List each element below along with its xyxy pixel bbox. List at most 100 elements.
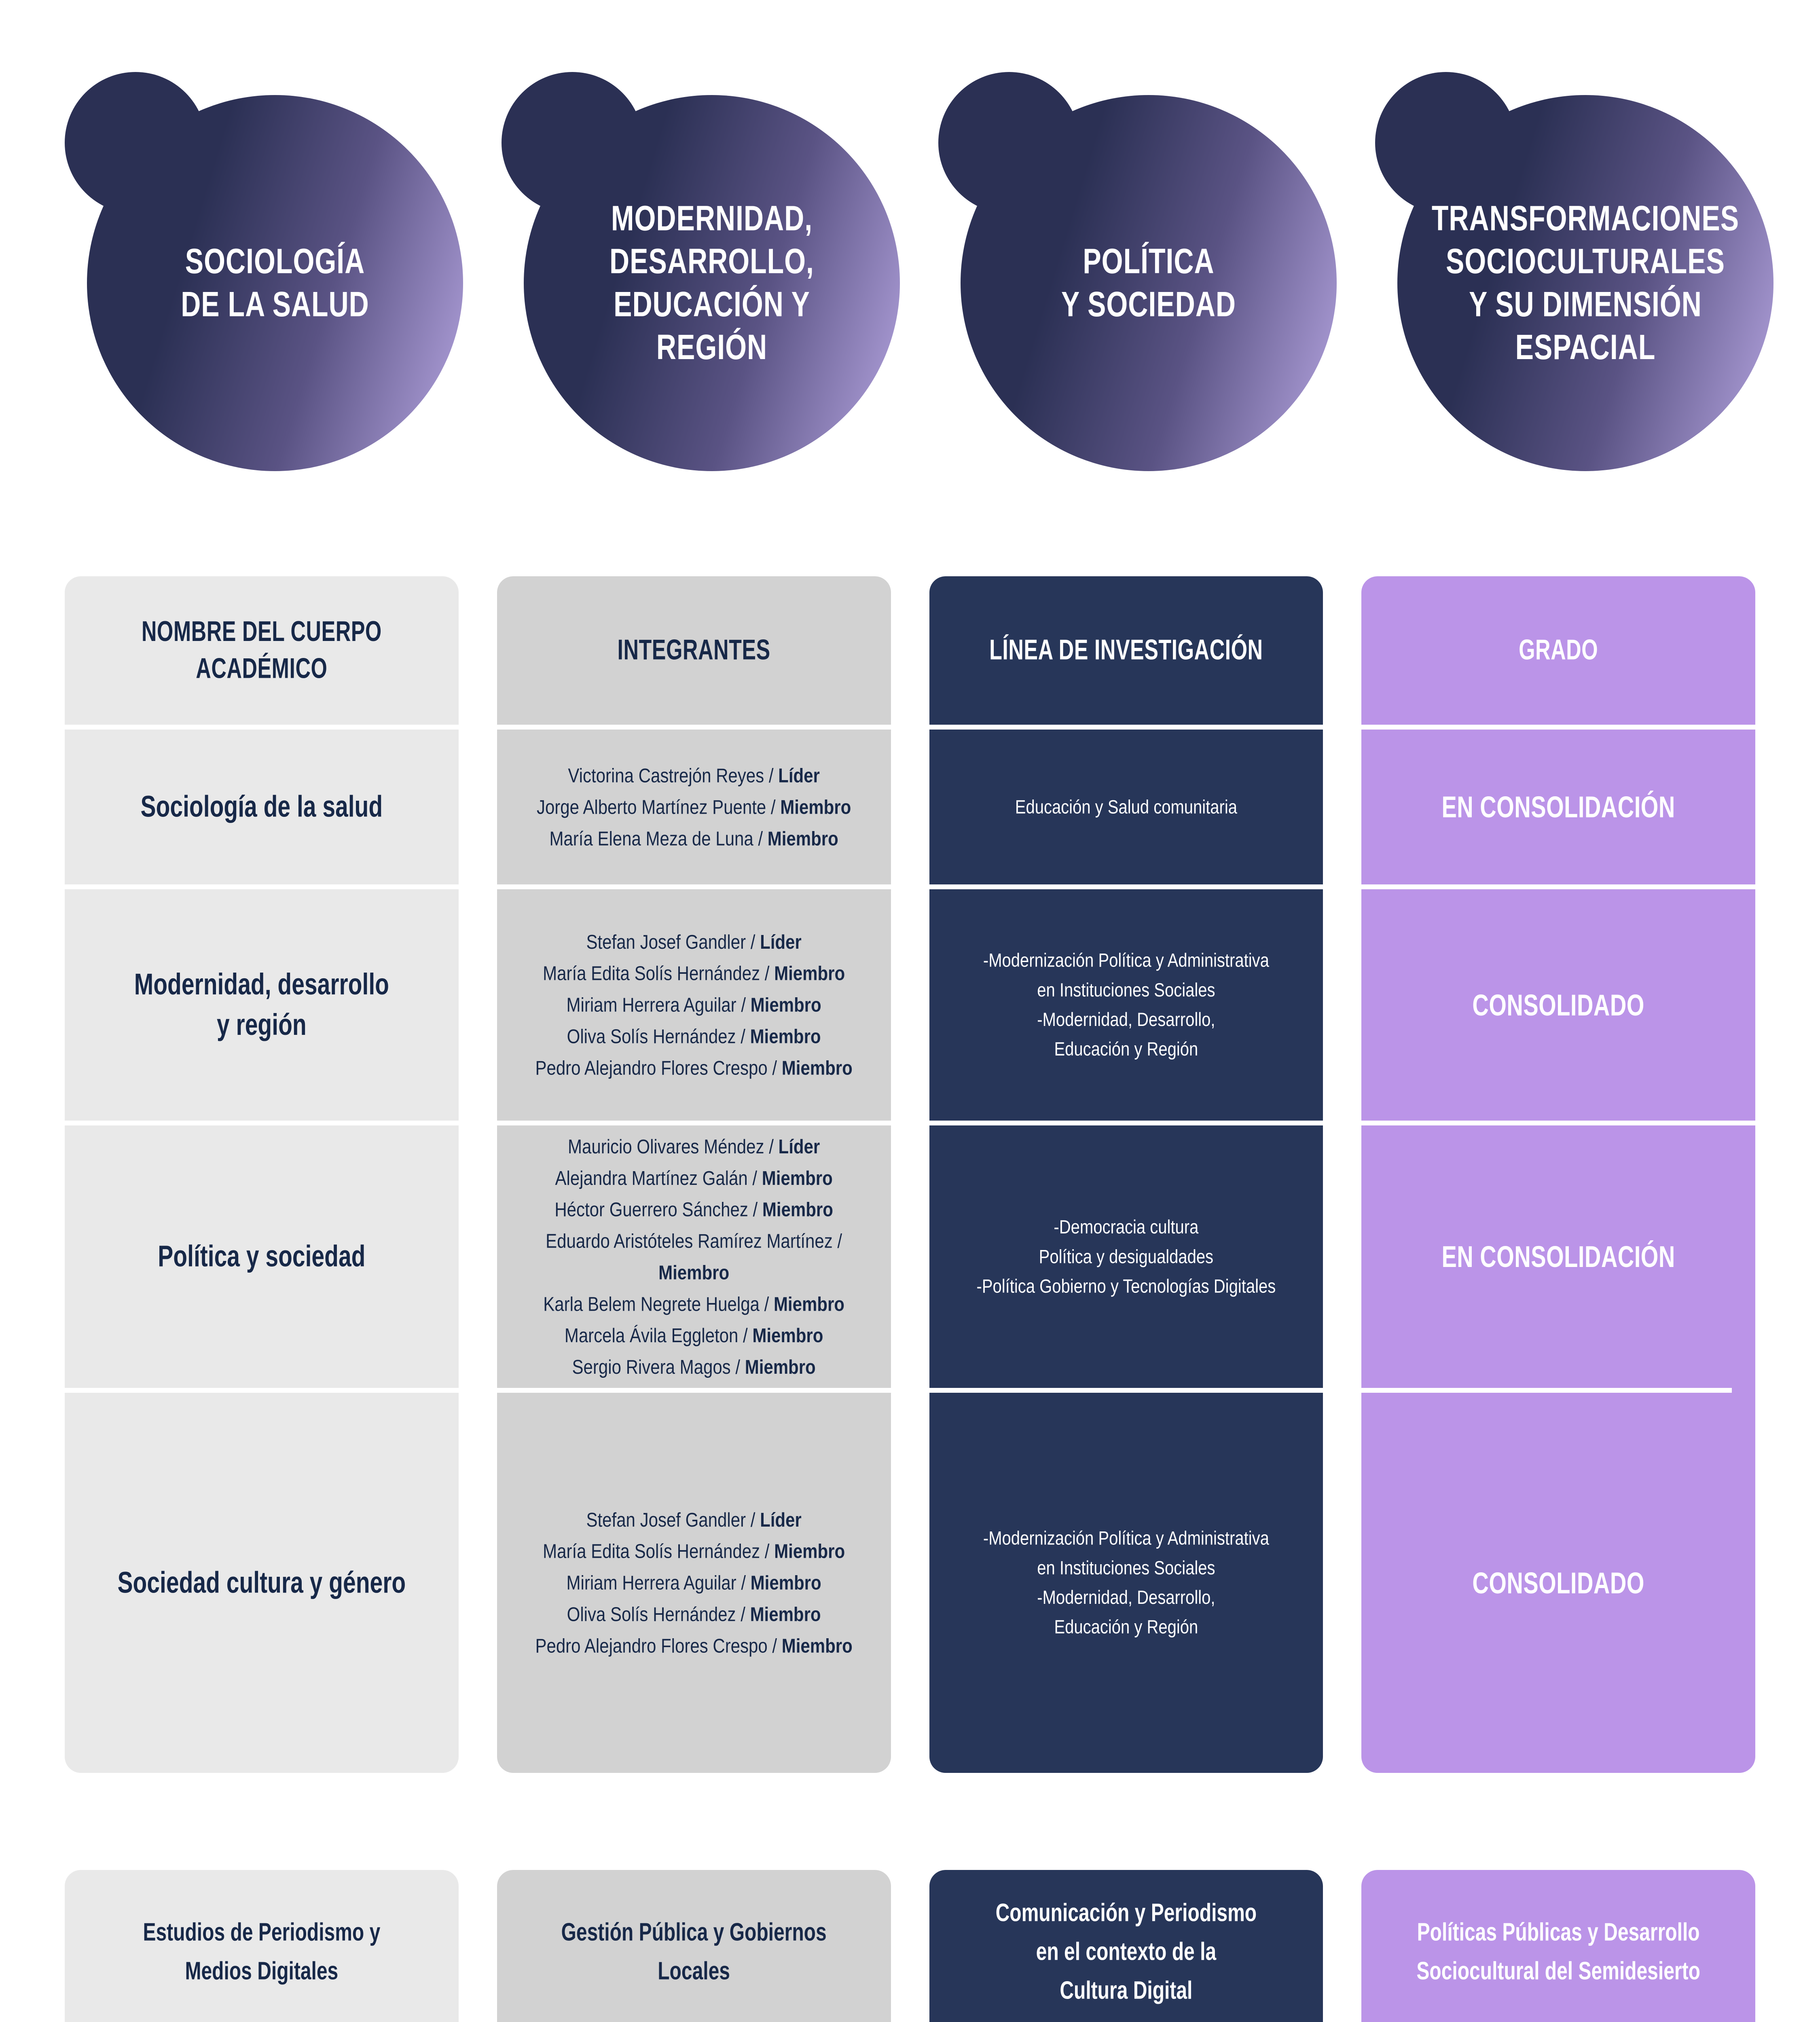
row-grade-cell: CONSOLIDADO	[1361, 889, 1755, 1121]
member-separator: /	[736, 1025, 750, 1048]
bubble-big-circle: TRANSFORMACIONES SOCIOCULTURALES Y SU DI…	[1397, 95, 1773, 471]
row-grade-cell: CONSOLIDADO	[1361, 1388, 1755, 1773]
body-name: Política y sociedad	[158, 1239, 366, 1273]
row-members-cell: Stefan Josef Gandler / Líder María Edita…	[497, 1393, 891, 1773]
member-name: Stefan Josef Gandler	[586, 930, 746, 953]
topic-bubble-politica: POLÍTICA Y SOCIEDAD	[938, 69, 1337, 495]
member-role: Miembro	[750, 993, 821, 1016]
column-header-label: INTEGRANTES	[617, 634, 770, 666]
member-row: María Edita Solís Hernández / Miembro	[535, 958, 852, 989]
member-name: Oliva Solís Hernández	[567, 1025, 736, 1048]
new-body-title-cell: Estudios de Periodismo y Medios Digitale…	[65, 1870, 459, 2022]
member-role: Miembro	[750, 1603, 821, 1626]
member-name: Karla Belem Negrete Huelga	[543, 1292, 760, 1315]
member-separator: /	[746, 930, 760, 953]
member-row: Stefan Josef Gandler / Líder	[535, 926, 852, 958]
body-name: Modernidad, desarrollo y región	[134, 967, 389, 1042]
member-row: Pedro Alejandro Flores Crespo / Miembro	[535, 1052, 852, 1084]
member-separator: /	[738, 1324, 753, 1347]
member-separator: /	[736, 1603, 750, 1626]
research-line: -Modernidad, Desarrollo, Educación y Reg…	[1037, 1009, 1215, 1060]
row-lines-cell: -Democracia cultura Política y desiguald…	[929, 1125, 1323, 1388]
member-row: Oliva Solís Hernández / Miembro	[535, 1021, 852, 1052]
topic-bubble-modernidad: MODERNIDAD, DESARROLLO, EDUCACIÓN Y REGI…	[502, 69, 900, 495]
column-header-linea: LÍNEA DE INVESTIGACIÓN	[929, 576, 1323, 725]
member-separator: /	[832, 1229, 842, 1252]
member-role: Miembro	[762, 1166, 833, 1189]
member-separator: /	[753, 827, 768, 850]
member-role: Miembro	[745, 1355, 816, 1378]
member-row: Stefan Josef Gandler / Líder	[535, 1504, 852, 1536]
member-separator: /	[766, 795, 781, 818]
member-row: Miriam Herrera Aguilar / Miembro	[535, 1567, 852, 1599]
member-role: Miembro	[781, 1056, 853, 1079]
member-separator: /	[764, 764, 779, 787]
column-header-label: GRADO	[1519, 634, 1598, 666]
member-row: Karla Belem Negrete Huelga / Miembro	[516, 1288, 872, 1320]
column-header-nombre: NOMBRE DEL CUERPO ACADÉMICO	[65, 576, 459, 725]
member-role: Líder	[760, 1508, 802, 1531]
member-row: María Elena Meza de Luna / Miembro	[537, 823, 851, 854]
row-name-cell: Política y sociedad	[65, 1125, 459, 1388]
member-role: Miembro	[773, 1292, 844, 1315]
row-lines-cell: Educación y Salud comunitaria	[929, 730, 1323, 884]
member-role: Miembro	[658, 1261, 730, 1284]
member-role: Miembro	[781, 1634, 853, 1657]
body-name: Sociología de la salud	[140, 790, 383, 824]
topic-bubble-transformaciones: TRANSFORMACIONES SOCIOCULTURALES Y SU DI…	[1375, 69, 1773, 495]
member-role: Miembro	[752, 1324, 823, 1347]
member-name: Mauricio Olivares Méndez	[568, 1135, 764, 1158]
member-separator: /	[767, 1056, 782, 1079]
member-role: Miembro	[750, 1025, 821, 1048]
member-name: María Elena Meza de Luna	[549, 827, 753, 850]
member-separator: /	[760, 1540, 775, 1563]
grade-value: CONSOLIDADO	[1472, 1566, 1644, 1600]
grade-value: EN CONSOLIDACIÓN	[1441, 1239, 1675, 1274]
member-role: Líder	[760, 930, 802, 953]
member-name: María Edita Solís Hernández	[543, 1540, 760, 1563]
grade-value: EN CONSOLIDACIÓN	[1441, 790, 1675, 824]
member-role: Miembro	[767, 827, 838, 850]
academic-bodies-table: NOMBRE DEL CUERPO ACADÉMICO INTEGRANTES …	[0, 576, 1820, 1773]
row-lines-cell: -Modernización Política y Administrativa…	[929, 1393, 1323, 1773]
row-lines-cell: -Modernización Política y Administrativa…	[929, 889, 1323, 1121]
member-row: Miriam Herrera Aguilar / Miembro	[535, 989, 852, 1021]
topic-bubbles: SOCIOLOGÍA DE LA SALUD MODERNIDAD, DESAR…	[0, 69, 1820, 495]
member-row: Pedro Alejandro Flores Crespo / Miembro	[535, 1630, 852, 1662]
member-name: Eduardo Aristóteles Ramírez Martínez	[546, 1229, 833, 1252]
member-row: Marcela Ávila Eggleton / Miembro	[516, 1320, 872, 1351]
member-name: Oliva Solís Hernández	[567, 1603, 736, 1626]
bubble-label: TRANSFORMACIONES SOCIOCULTURALES Y SU DI…	[1431, 199, 1740, 367]
member-role: Miembro	[750, 1571, 821, 1594]
member-name: Miriam Herrera Aguilar	[566, 993, 736, 1016]
member-name: Pedro Alejandro Flores Crespo	[535, 1634, 768, 1657]
research-lines: -Modernización Política y Administrativa…	[983, 1524, 1269, 1642]
member-separator: /	[736, 1571, 751, 1594]
new-body-title-cell: Gestión Pública y Gobiernos Locales	[497, 1870, 891, 2022]
member-role: Miembro	[780, 795, 851, 818]
members-list: Stefan Josef Gandler / Líder María Edita…	[535, 926, 852, 1083]
member-row: Héctor Guerrero Sánchez / Miembro	[516, 1194, 872, 1225]
members-list: Victorina Castrejón Reyes / Líder Jorge …	[537, 760, 851, 854]
new-body-title: Políticas Públicas y Desarrollo Sociocul…	[1416, 1918, 1700, 1985]
member-name: Stefan Josef Gandler	[586, 1508, 746, 1531]
row-name-cell: Modernidad, desarrollo y región	[65, 889, 459, 1121]
members-list: Mauricio Olivares Méndez / Líder Alejand…	[516, 1131, 872, 1383]
member-name: Jorge Alberto Martínez Puente	[536, 795, 766, 818]
new-body-title-cell: Políticas Públicas y Desarrollo Sociocul…	[1361, 1870, 1755, 2022]
research-line: -Modernidad, Desarrollo, Educación y Reg…	[1037, 1587, 1215, 1638]
member-row: María Edita Solís Hernández / Miembro	[535, 1536, 852, 1567]
column-header-label: LÍNEA DE INVESTIGACIÓN	[989, 634, 1263, 666]
row-grade-cell: EN CONSOLIDACIÓN	[1361, 730, 1755, 884]
new-body-title-cell: Comunicación y Periodismo en el contexto…	[929, 1870, 1323, 2022]
member-name: Alejandra Martínez Galán	[555, 1166, 748, 1189]
row-members-cell: Mauricio Olivares Méndez / Líder Alejand…	[497, 1125, 891, 1388]
bubble-big-circle: SOCIOLOGÍA DE LA SALUD	[87, 95, 463, 471]
member-separator: /	[730, 1355, 745, 1378]
research-lines: Educación y Salud comunitaria	[1015, 792, 1237, 822]
member-role: Miembro	[774, 962, 845, 985]
research-lines: -Democracia cultura Política y desiguald…	[977, 1212, 1276, 1301]
new-bodies-grid: Estudios de Periodismo y Medios Digitale…	[0, 1870, 1820, 2022]
academic-bodies-infographic: SOCIOLOGÍA DE LA SALUD MODERNIDAD, DESAR…	[0, 69, 1820, 2022]
member-role: Miembro	[774, 1540, 845, 1563]
